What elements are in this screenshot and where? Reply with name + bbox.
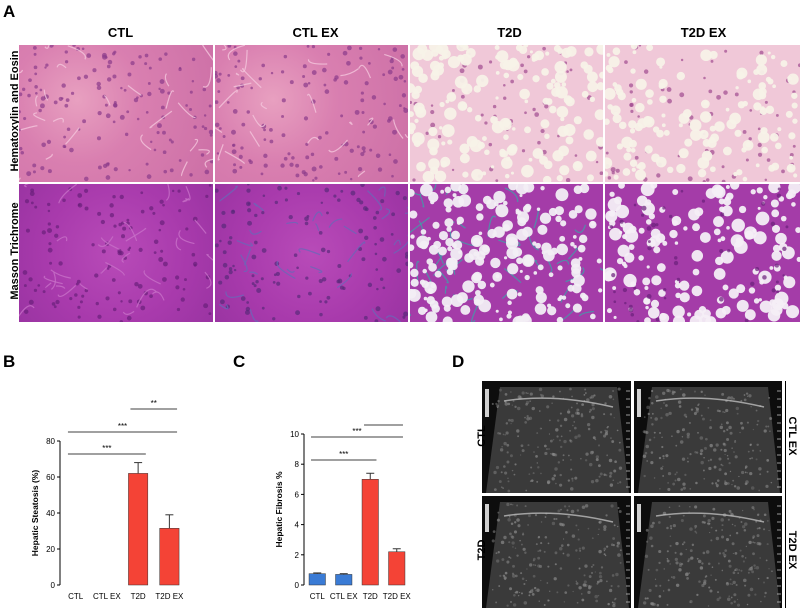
x-tick-label: CTL EX	[93, 592, 121, 601]
ultrasound-label-ctl-ex: CTL EX	[786, 416, 798, 456]
error-bar	[165, 514, 174, 529]
y-tick-label: 4	[295, 521, 300, 530]
x-tick-label: CTL	[68, 592, 84, 601]
ultrasound-t2d-ex	[634, 496, 782, 608]
significance-bracket: ***	[311, 427, 403, 438]
masson-ctl-image	[19, 184, 213, 322]
y-tick-label: 0	[51, 581, 56, 590]
bar-t2d-ex	[159, 528, 180, 586]
y-tick-label: 10	[290, 430, 299, 439]
error-bar	[392, 548, 401, 552]
significance-label: ***	[352, 427, 361, 436]
masson-t2d-image	[410, 184, 603, 322]
significance-label: ***	[379, 420, 388, 424]
significance-label: ***	[102, 444, 111, 453]
ultrasound-ctl-ex	[634, 381, 782, 493]
fibrosis-bar-chart: 0 2 4 6 8 10 Hepatic Fibrosis % CTL CTL EX T2D T2D…	[274, 420, 412, 601]
bar-ctl-ex	[335, 574, 353, 586]
he-t2d-ex-image	[605, 45, 800, 182]
y-tick-label: 40	[46, 509, 55, 518]
x-tick-label: T2D	[363, 592, 378, 601]
significance-bracket: ***	[67, 422, 178, 433]
x-tick-label: T2D EX	[383, 592, 412, 601]
x-tick-label: T2D EX	[155, 592, 184, 601]
he-ctl-image	[19, 45, 213, 182]
masson-ctl-ex-image	[215, 184, 408, 322]
error-bar	[134, 462, 143, 474]
masson-t2d-ex-image	[605, 184, 800, 322]
x-tick-label: CTL EX	[330, 592, 358, 601]
significance-bracket: ***	[364, 420, 403, 426]
significance-bracket: ***	[311, 450, 377, 461]
column-header-t2d: T2D	[497, 25, 522, 40]
he-t2d-image	[410, 45, 603, 182]
ultrasound-label-ctl: CTL	[476, 425, 488, 447]
error-bar	[339, 573, 348, 575]
ultrasound-t2d	[482, 496, 631, 608]
y-axis-label: Hepatic Fibrosis %	[274, 471, 284, 547]
significance-bracket: ***	[67, 444, 146, 455]
panel-d-divider	[785, 381, 786, 608]
y-tick-label: 80	[46, 437, 55, 446]
column-header-ctl: CTL	[107, 25, 134, 40]
bar-ctl	[308, 573, 326, 586]
panel-c-letter: C	[233, 352, 246, 371]
error-bar	[313, 572, 322, 574]
significance-label: ***	[118, 422, 127, 431]
panel-b-letter: B	[3, 352, 16, 371]
y-tick-label: 2	[295, 551, 300, 560]
y-tick-label: 8	[295, 460, 300, 469]
bar-t2d	[361, 479, 379, 586]
y-tick-label: 6	[295, 490, 300, 499]
ultrasound-ctl	[482, 381, 631, 493]
ultrasound-label-t2d: T2D	[476, 539, 488, 561]
y-tick-label: 0	[295, 581, 300, 590]
significance-bracket: **	[130, 399, 178, 410]
bar-t2d	[128, 473, 149, 586]
steatosis-bar-chart: 0 20 40 60 80 Hepatic Steatosis (%) CTL CTL EX T…	[30, 399, 184, 601]
column-header-ctl-ex: CTL EX	[292, 25, 339, 40]
panel-d-letter: D	[452, 352, 465, 371]
error-bar	[366, 472, 375, 480]
y-axis-label: Hepatic Steatosis (%)	[30, 470, 40, 557]
y-tick-label: 60	[46, 473, 55, 482]
panel-a-letter: A	[3, 2, 16, 21]
ultrasound-label-t2d-ex: T2D EX	[786, 530, 798, 570]
histology-image-grid	[19, 45, 800, 322]
y-tick-label: 20	[46, 545, 55, 554]
he-ctl-ex-image	[215, 45, 408, 182]
significance-label: ***	[339, 450, 348, 459]
x-tick-label: T2D	[131, 592, 146, 601]
bar-t2d-ex	[388, 551, 406, 586]
x-tick-label: CTL	[310, 592, 326, 601]
column-header-t2d-ex: T2D EX	[680, 25, 727, 40]
significance-label: **	[151, 399, 157, 408]
